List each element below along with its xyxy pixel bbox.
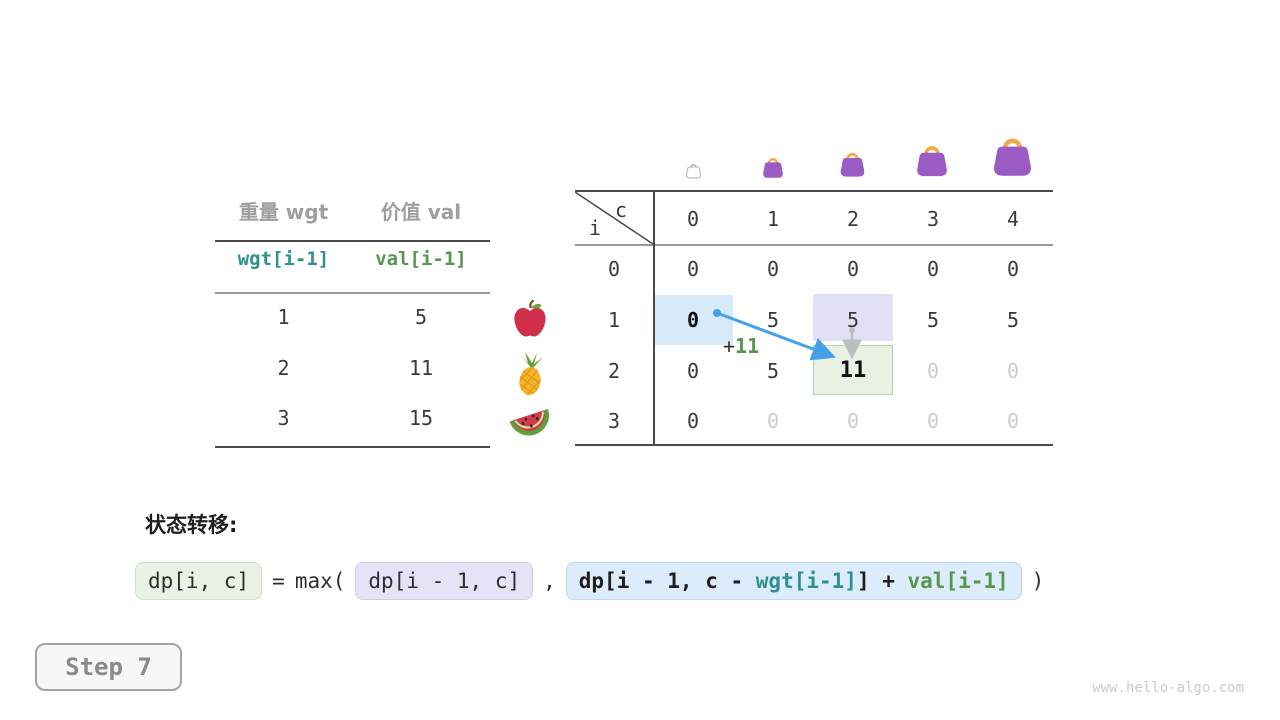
bag-icon-size-4 (990, 131, 1035, 182)
state-transition-heading: 状态转移: (145, 513, 238, 537)
dp-vertical-rule (653, 190, 655, 446)
dp-cell-1-4: 5 (1006, 308, 1020, 332)
item-table: 重量 wgt 价值 val wgt[i-1] val[i-1] 1 5 2 11… (215, 196, 490, 448)
pineapple-icon (512, 351, 550, 401)
col-header-2: 2 (846, 207, 860, 231)
row-header-1: 1 (607, 308, 621, 332)
item-2-value: 11 (408, 356, 434, 380)
dp-cell-3-2: 0 (846, 409, 860, 433)
max-open: max( (294, 569, 346, 593)
val-array-label: val[i-1] (375, 248, 467, 270)
arg2-wgt-term: wgt[i-1] (755, 569, 857, 593)
arg2-part1: dp[i - 1, c - (578, 569, 756, 593)
bag-icon-size-2 (838, 148, 867, 182)
col-header-4: 4 (1006, 207, 1020, 231)
comma: , (543, 569, 556, 593)
dp-cell-0-3: 0 (926, 257, 940, 281)
equals-sign: = (272, 569, 285, 593)
dp-bottom-rule (575, 444, 1053, 446)
empty-bag-icon (685, 161, 702, 183)
formula-arg2-box: dp[i - 1, c - wgt[i-1]] + val[i-1] (565, 562, 1022, 600)
formula-lhs-box: dp[i, c] (135, 562, 263, 600)
formula-arg1-box: dp[i - 1, c] (355, 562, 534, 600)
item-1-weight: 1 (277, 305, 290, 329)
dp-cell-0-2: 0 (846, 257, 860, 281)
dp-cell-0-1: 0 (766, 257, 780, 281)
corner-label-i: i (589, 216, 602, 240)
dp-cell-1-0: 0 (686, 308, 700, 332)
dp-cell-2-4: 0 (1006, 359, 1020, 383)
dp-cell-0-4: 0 (1006, 257, 1020, 281)
dp-cell-1-2: 5 (846, 308, 860, 332)
arg2-val-term: val[i-1] (907, 569, 1009, 593)
row-header-2: 2 (607, 359, 621, 383)
corner-label-c: c (615, 198, 628, 222)
dp-cell-3-1: 0 (766, 409, 780, 433)
corner-diagonal-line (575, 191, 654, 245)
bag-icon-size-1 (761, 154, 785, 183)
item-3-value: 15 (408, 406, 434, 430)
item-2-weight: 2 (277, 356, 290, 380)
bag-icon-size-3 (914, 140, 950, 182)
value-column-header: 价值 val (380, 200, 462, 224)
item-3-weight: 3 (277, 406, 290, 430)
dp-cell-2-2: 11 (839, 358, 867, 383)
dp-cell-3-0: 0 (686, 409, 700, 433)
plus-sign: + (723, 334, 736, 358)
dp-cell-2-3: 0 (926, 359, 940, 383)
wgt-array-label: wgt[i-1] (237, 248, 330, 270)
item-table-subheader: wgt[i-1] val[i-1] (215, 248, 490, 278)
dp-cell-3-4: 0 (1006, 409, 1020, 433)
row-header-3: 3 (607, 409, 621, 433)
item-row-3: 3 15 (215, 406, 490, 436)
col-header-3: 3 (926, 207, 940, 231)
state-transition-formula: dp[i, c] = max( dp[i - 1, c] , dp[i - 1,… (135, 560, 1044, 602)
apple-icon (512, 299, 548, 342)
plus-value-annotation: +11 (723, 334, 759, 358)
col-header-1: 1 (766, 207, 780, 231)
dp-top-rule (575, 190, 1053, 192)
watermelon-icon (508, 402, 552, 442)
item-table-header: 重量 wgt 价值 val (215, 196, 490, 226)
watermark: www.hello-algo.com (1092, 680, 1244, 696)
dp-cell-2-0: 0 (686, 359, 700, 383)
dp-cell-3-3: 0 (926, 409, 940, 433)
dp-cell-1-3: 5 (926, 308, 940, 332)
col-header-0: 0 (686, 207, 700, 231)
dp-header-rule (575, 244, 1053, 246)
dp-cell-0-0: 0 (686, 257, 700, 281)
weight-column-header: 重量 wgt (238, 200, 329, 224)
dp-cell-1-1: 5 (766, 308, 780, 332)
item-1-value: 5 (414, 305, 428, 329)
item-table-bottom-rule (215, 446, 490, 448)
dp-table: c i 0 1 2 3 4 0 1 2 3 0 0 0 0 0 0 5 5 5 … (575, 190, 1053, 446)
dp-cell-2-1: 5 (766, 359, 780, 383)
item-row-2: 2 11 (215, 356, 490, 386)
item-table-mid-rule (215, 292, 490, 294)
close-paren: ) (1031, 569, 1045, 593)
arg2-part2: ] + (856, 569, 908, 593)
added-value: 11 (735, 334, 760, 358)
row-header-0: 0 (607, 257, 621, 281)
item-row-1: 1 5 (215, 305, 490, 335)
item-table-top-rule (215, 240, 490, 242)
step-badge: Step 7 (35, 643, 182, 691)
